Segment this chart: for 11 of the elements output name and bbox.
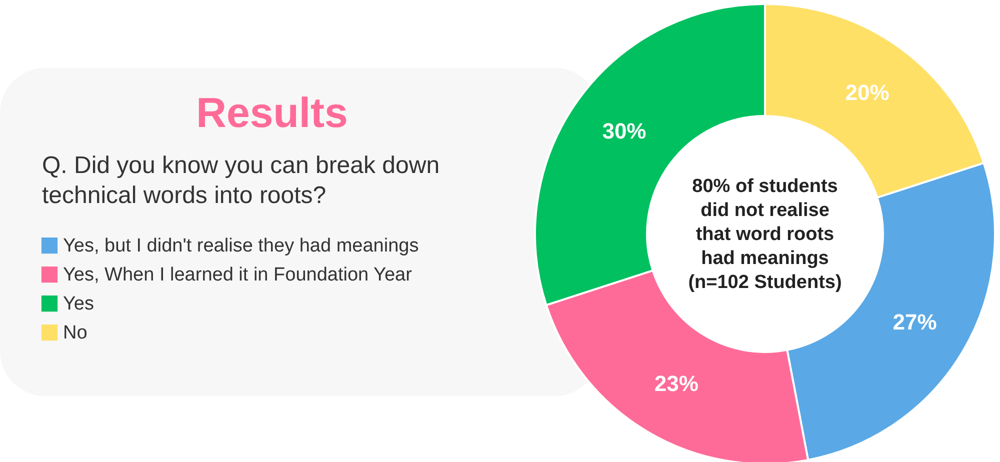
- data-label: 23%: [654, 370, 698, 396]
- data-label: 27%: [892, 310, 937, 335]
- text: 80% of students did not realise that word roots had meanings (n=102 Students): [688, 176, 842, 293]
- legend-label: Yes, When I learned it in Foundation Year: [63, 264, 413, 286]
- text: Q. Did you know you can break down technical words into roots?: [42, 152, 440, 209]
- legend-label: No: [63, 322, 88, 344]
- text: Results: [196, 89, 348, 136]
- data-label: 30%: [602, 118, 646, 144]
- data-label: 20%: [845, 80, 890, 106]
- legend-label: Yes, but I didn't realise they had meanings: [63, 236, 419, 256]
- legend-label: Yes: [63, 294, 94, 314]
